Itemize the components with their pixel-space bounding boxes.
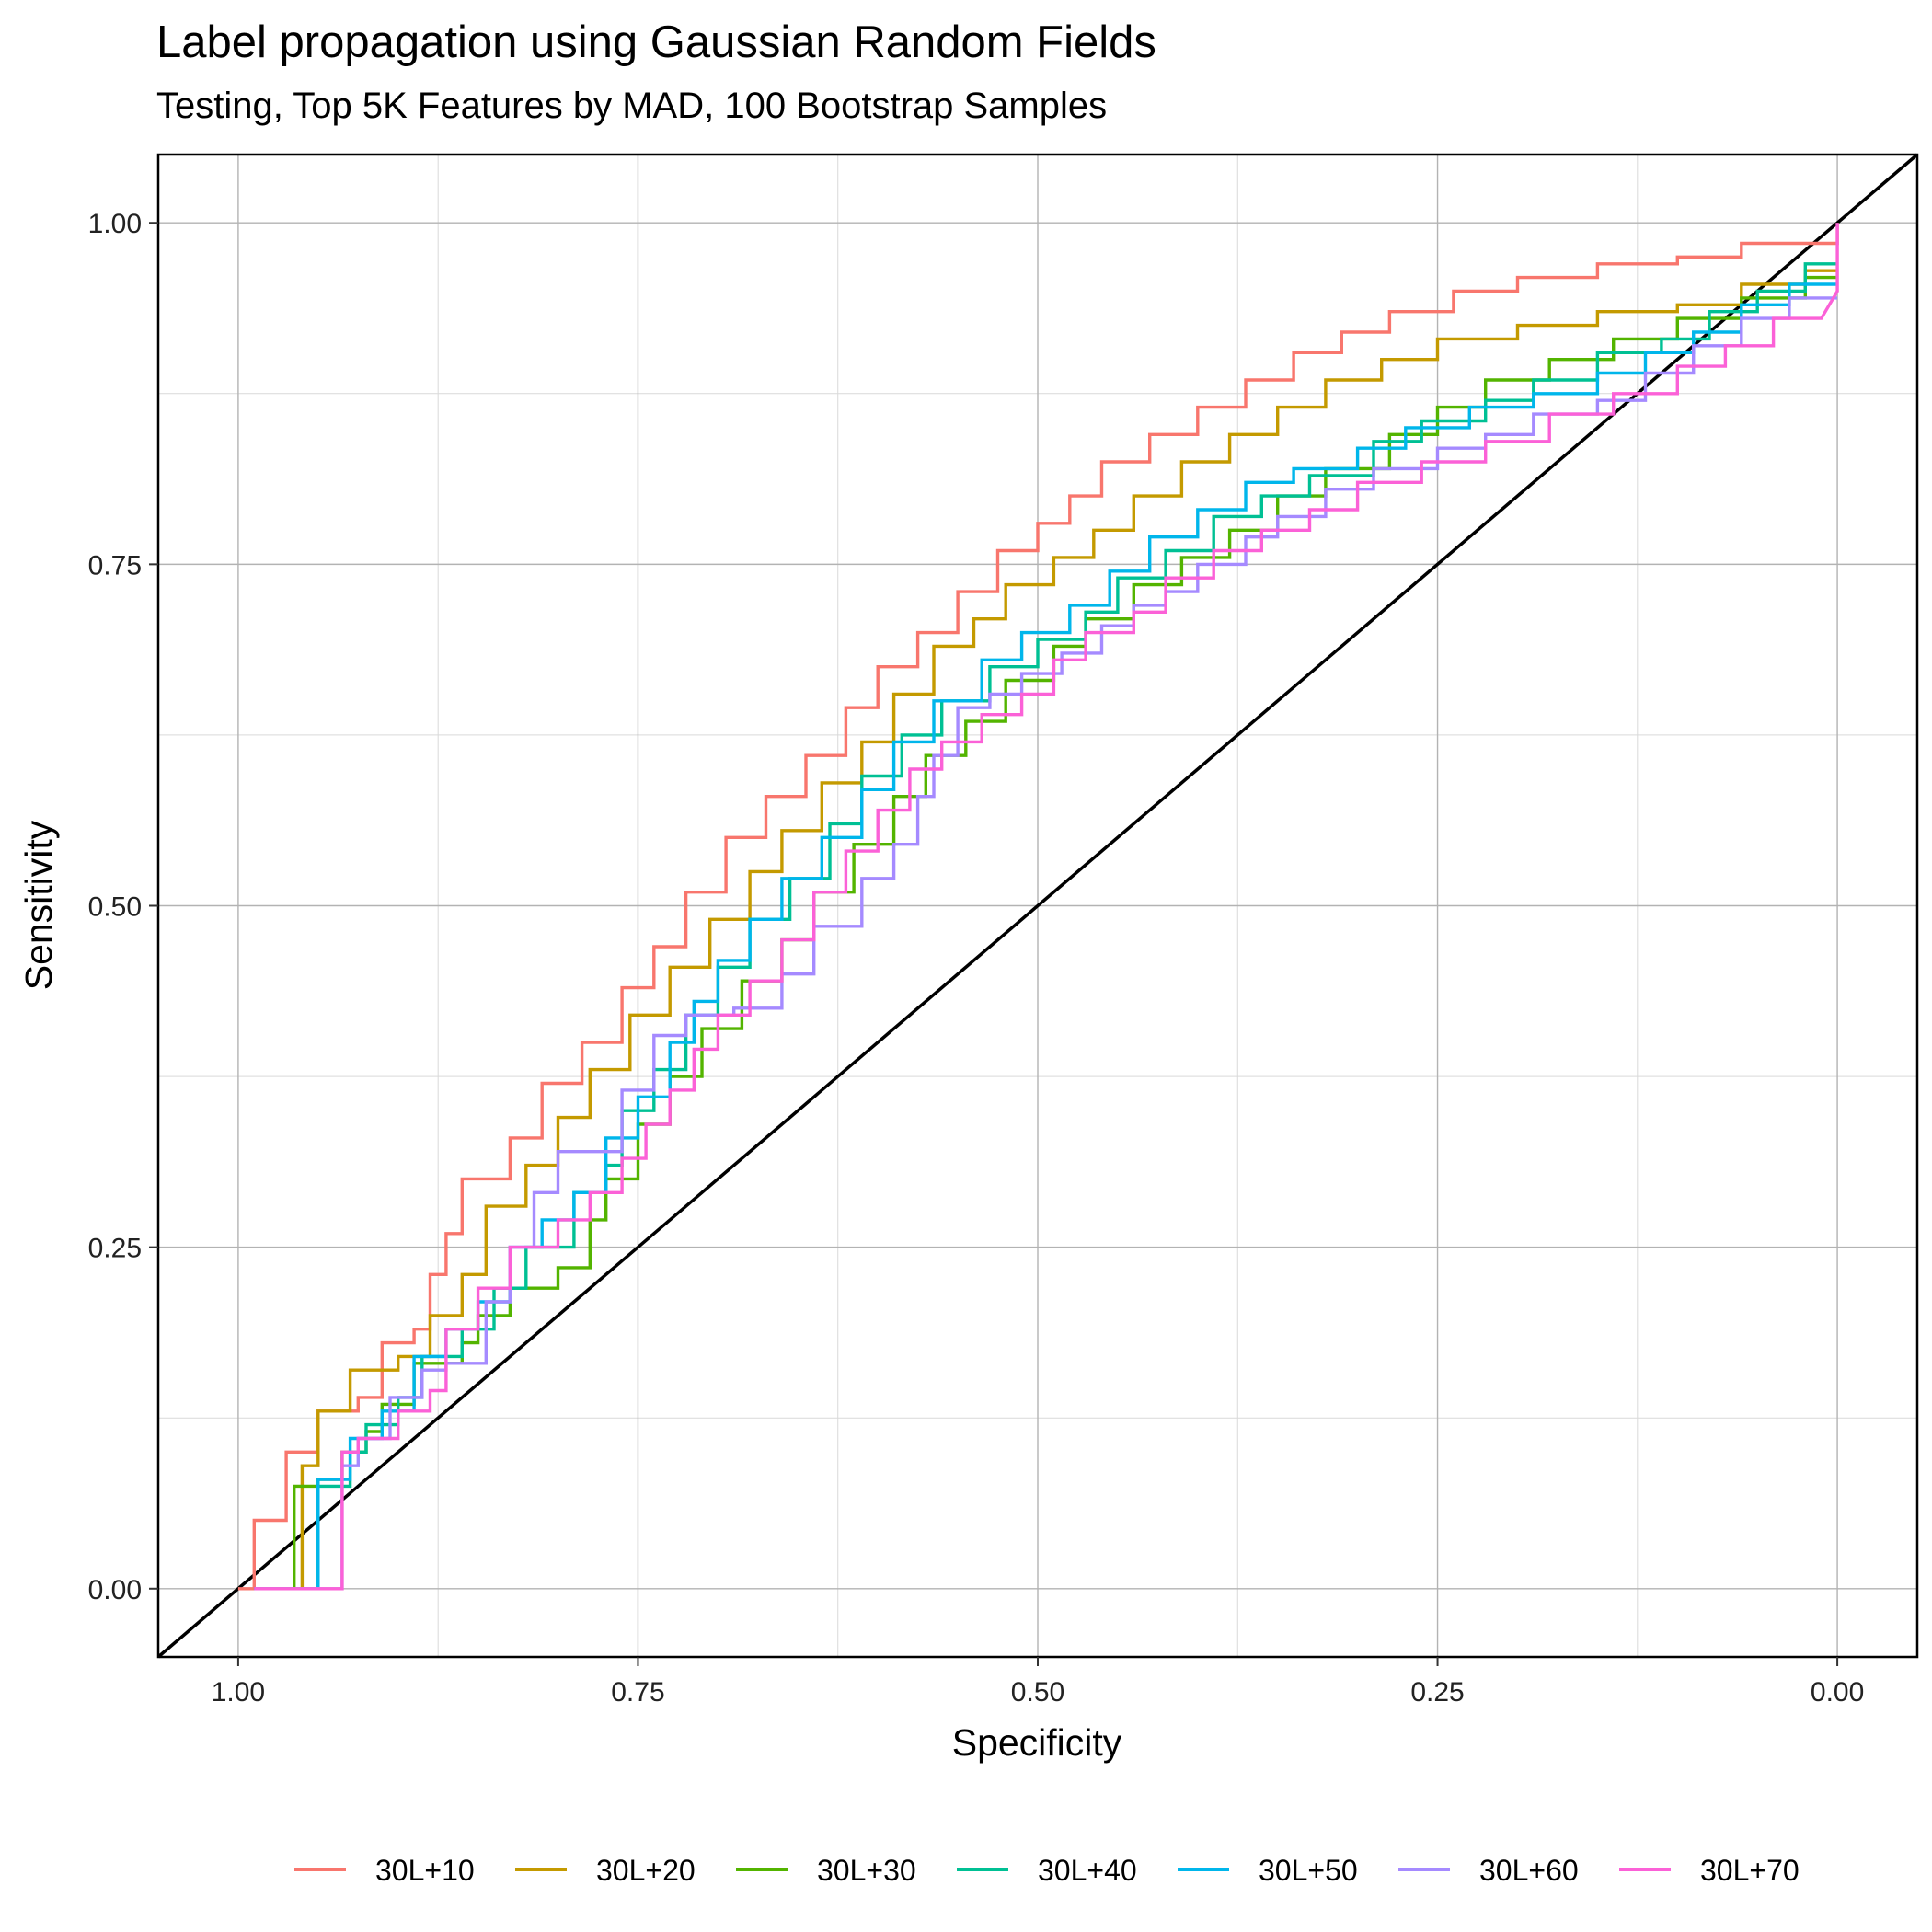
- reference-diagonal-line: [156, 153, 1919, 1659]
- y-tick-label-2: 0.50: [88, 892, 142, 923]
- series-line-30L+10: [237, 223, 1839, 1591]
- legend-label-30L+20: 30L+20: [596, 1854, 696, 1887]
- y-axis-title: Sensitivity: [17, 820, 60, 990]
- legend-label-30L+30: 30L+30: [817, 1854, 916, 1887]
- legend-label-30L+60: 30L+60: [1479, 1854, 1579, 1887]
- series-line-30L+20: [254, 269, 1838, 1591]
- x-tick-label-3: 0.25: [1410, 1677, 1464, 1708]
- x-axis-title: Specificity: [952, 1721, 1122, 1764]
- y-axis-ticks: 0.00 0.25 0.50 0.75 1.00: [88, 209, 158, 1605]
- x-tick-label-2: 0.50: [1011, 1677, 1064, 1708]
- chart-subtitle: Testing, Top 5K Features by MAD, 100 Boo…: [156, 86, 1107, 126]
- legend-label-30L+10: 30L+10: [375, 1854, 475, 1887]
- x-tick-label-1: 0.75: [611, 1677, 664, 1708]
- x-tick-label-0: 1.00: [212, 1677, 265, 1708]
- y-tick-label-3: 0.75: [88, 550, 142, 581]
- x-tick-label-4: 0.00: [1811, 1677, 1864, 1708]
- y-tick-label-1: 0.25: [88, 1234, 142, 1264]
- legend-label-30L+70: 30L+70: [1700, 1854, 1800, 1887]
- x-axis-ticks: 1.00 0.75 0.50 0.25 0.00: [212, 1657, 1864, 1708]
- y-tick-label-4: 1.00: [88, 209, 142, 239]
- series-line-30L+70: [254, 223, 1839, 1591]
- legend: 30L+10 30L+20 30L+30 30L+40 30L+50 30L+60 30L+…: [294, 1854, 1800, 1887]
- y-tick-label-0: 0.00: [88, 1575, 142, 1605]
- legend-label-30L+50: 30L+50: [1259, 1854, 1358, 1887]
- legend-label-30L+40: 30L+40: [1038, 1854, 1137, 1887]
- chart-title: Label propagation using Gaussian Random …: [156, 17, 1156, 67]
- series-layer: [237, 223, 1839, 1591]
